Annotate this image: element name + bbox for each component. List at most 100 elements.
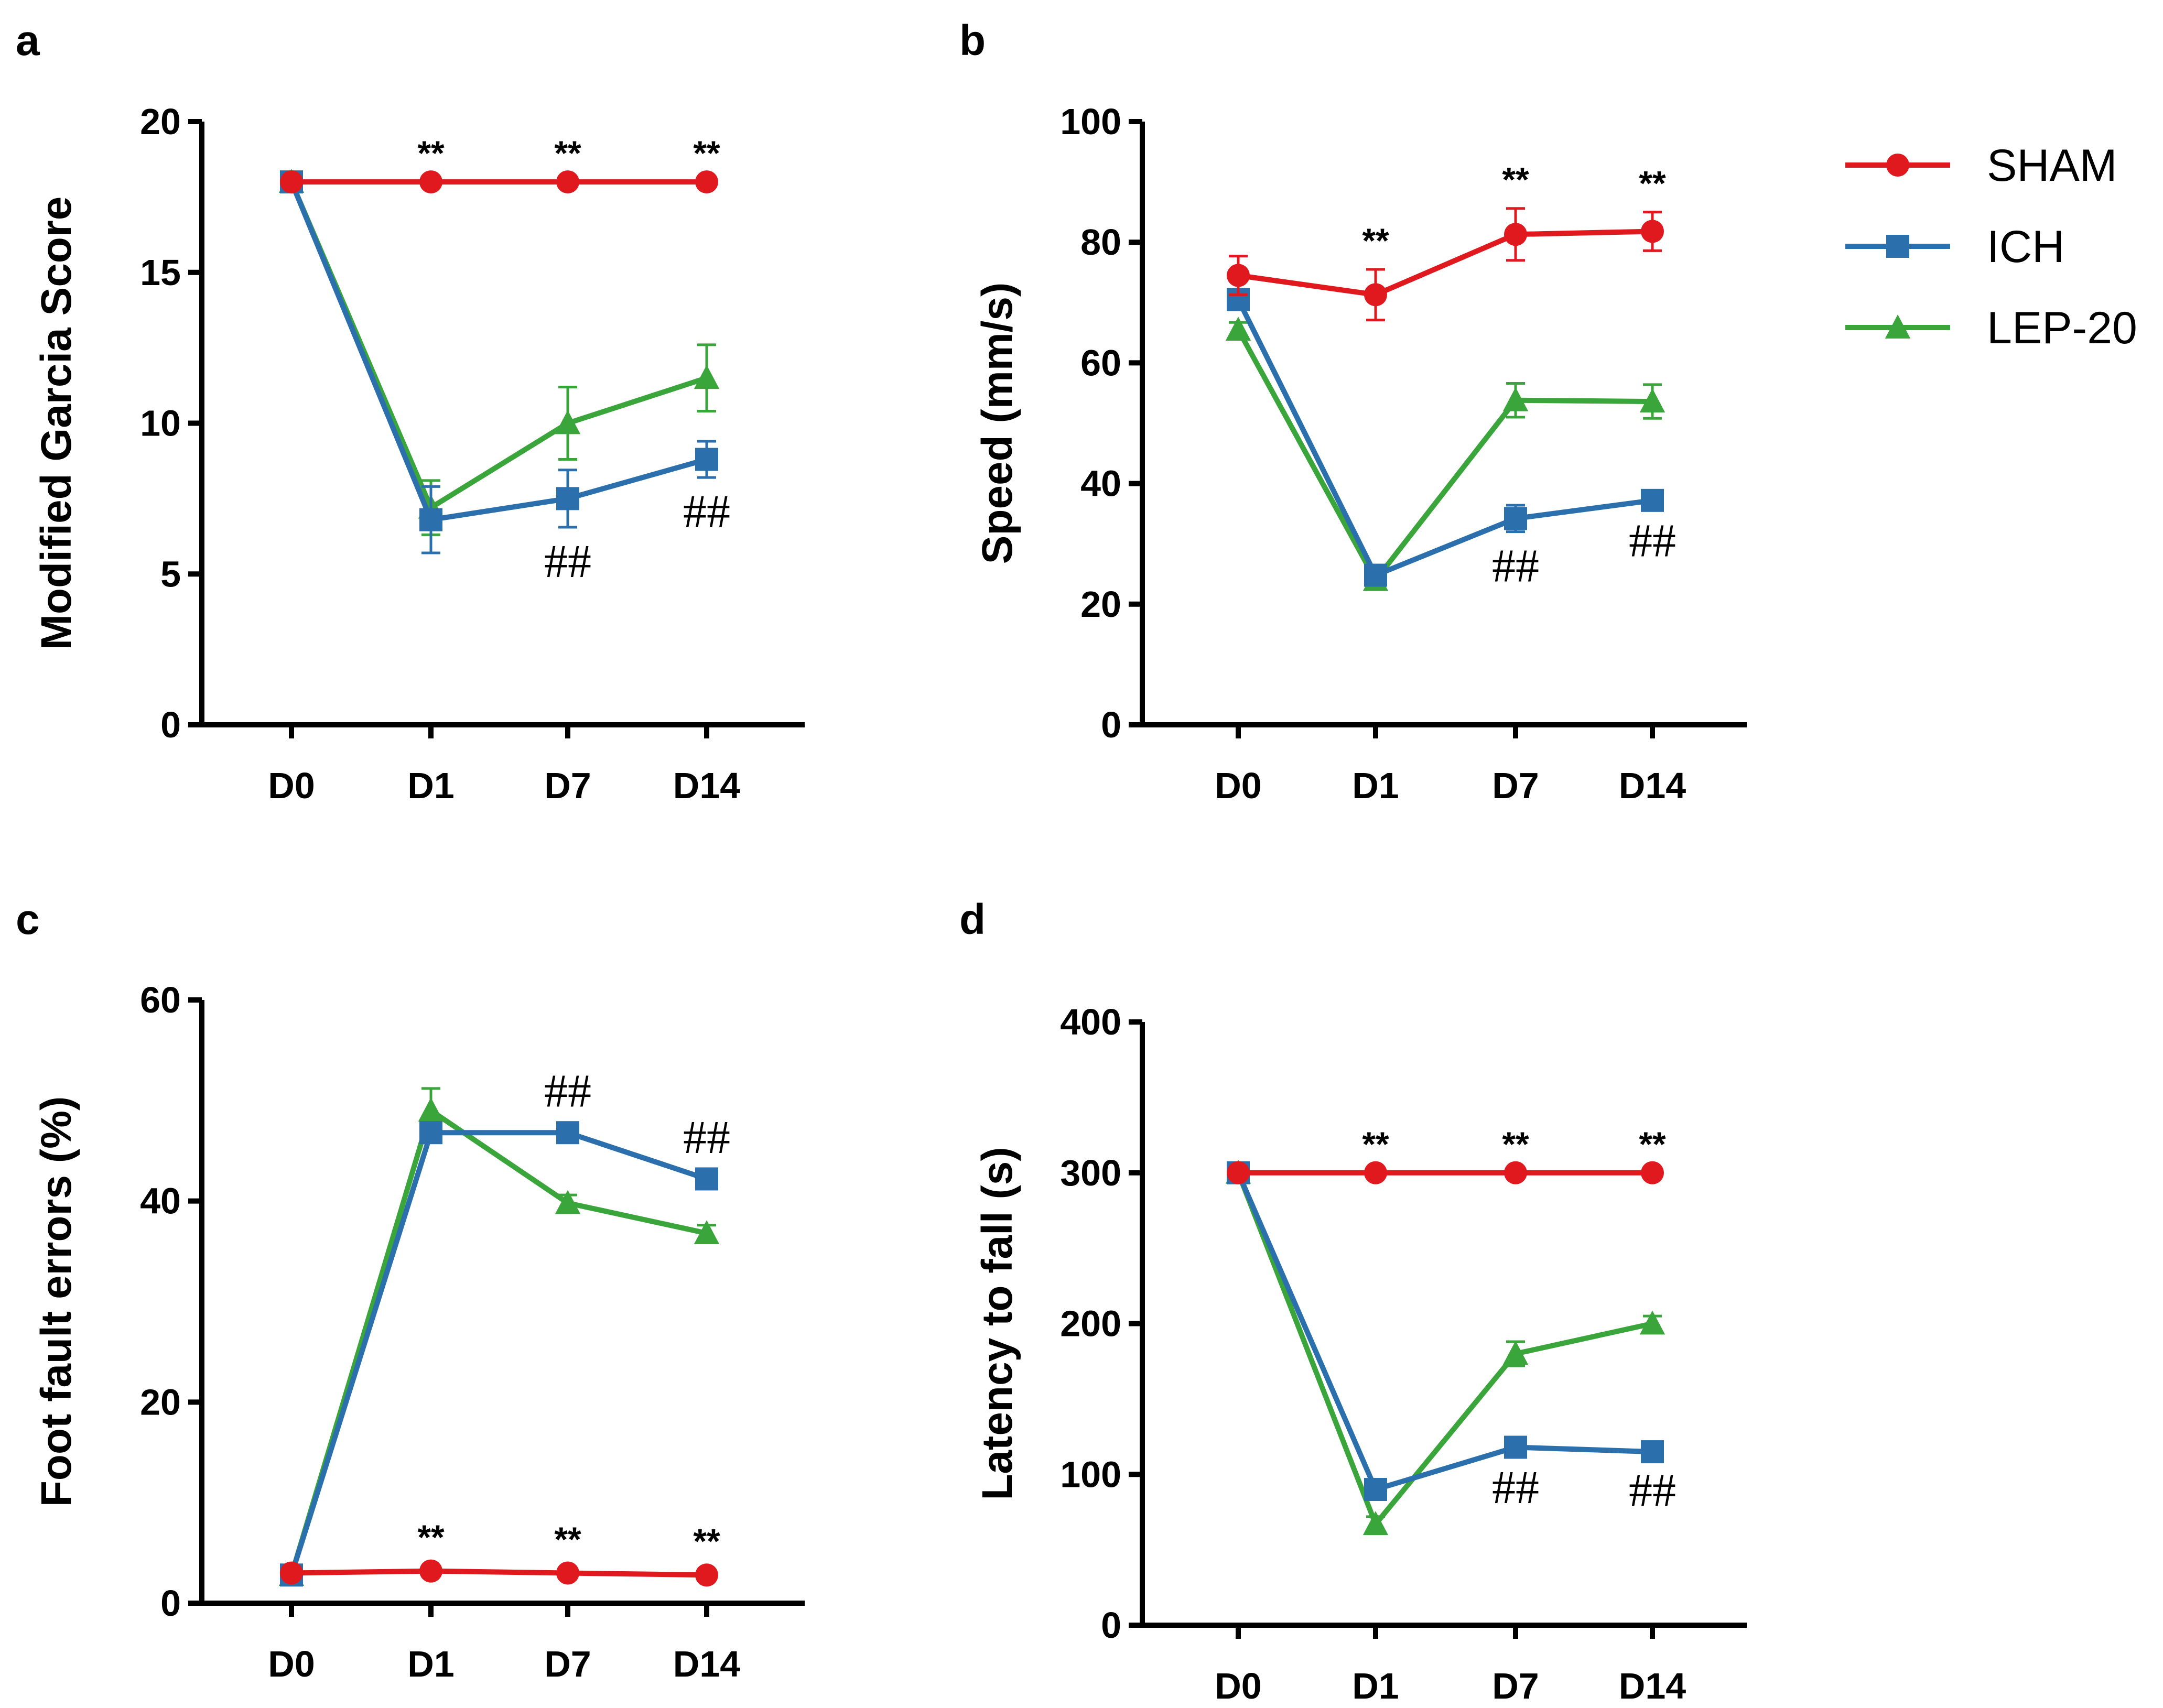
significance-hashes: ##	[1492, 1462, 1539, 1514]
data-point	[556, 487, 579, 510]
legend-item-lep-20: LEP-20	[1845, 303, 2137, 353]
legend-label: SHAM	[1987, 140, 2117, 191]
series-sham	[280, 1559, 718, 1587]
data-point	[419, 508, 442, 531]
data-point	[1641, 220, 1664, 243]
data-point	[695, 1167, 718, 1191]
x-tick-label: D14	[1619, 1666, 1686, 1706]
y-tick-label: 5	[160, 553, 181, 594]
data-point	[1364, 283, 1387, 307]
significance-stars: **	[1502, 160, 1529, 199]
x-tick-label: D14	[673, 765, 740, 806]
x-tick-label: D7	[544, 1644, 591, 1684]
y-tick-label: 0	[1101, 704, 1121, 745]
data-point	[419, 1121, 442, 1145]
data-point	[280, 170, 303, 194]
legend-marker	[1885, 314, 1911, 339]
data-point	[1362, 1511, 1389, 1536]
data-point	[695, 170, 718, 194]
panel-letter: a	[16, 17, 40, 64]
data-point	[694, 365, 720, 389]
data-point	[695, 1563, 718, 1587]
y-axis-title: Speed (mm/s)	[974, 282, 1021, 564]
data-point	[418, 1097, 444, 1122]
y-tick-label: 0	[1101, 1605, 1121, 1646]
x-tick-label: D1	[407, 765, 454, 806]
x-tick-label: D1	[1352, 1666, 1399, 1706]
x-tick-label: D14	[673, 1644, 740, 1684]
y-tick-label: 40	[1080, 463, 1121, 504]
x-tick-label: D7	[1492, 765, 1539, 806]
y-axis-title: Foot fault errors (%)	[33, 1096, 80, 1507]
y-tick-label: 80	[1080, 222, 1121, 263]
x-tick-label: D7	[544, 765, 591, 806]
y-tick-label: 200	[1060, 1303, 1121, 1344]
data-point	[1227, 1161, 1250, 1184]
data-point	[1502, 387, 1529, 411]
panel-letter: c	[16, 896, 40, 943]
significance-hashes: ##	[544, 536, 591, 588]
series-ich	[1227, 1161, 1664, 1502]
series-lep-20	[1225, 317, 1665, 591]
data-point	[1504, 507, 1527, 530]
data-point	[1504, 1435, 1527, 1459]
series-line	[1238, 229, 1653, 298]
y-tick-label: 20	[1080, 584, 1121, 625]
y-tick-label: 60	[1080, 342, 1121, 383]
data-point	[1641, 1440, 1664, 1464]
series-sham	[1227, 207, 1664, 322]
x-tick-label: D0	[1215, 1666, 1261, 1706]
data-point	[1641, 1161, 1664, 1184]
x-tick-label: D0	[268, 1644, 315, 1684]
series-lep-20	[278, 169, 720, 536]
significance-stars: **	[417, 134, 445, 172]
series-line	[291, 1568, 707, 1578]
legend-label: LEP-20	[1987, 303, 2137, 353]
data-point	[1641, 488, 1664, 512]
significance-stars: **	[693, 1522, 720, 1561]
series-line	[1236, 298, 1653, 578]
series-line	[1236, 1171, 1653, 1527]
legend-item-ich: ICH	[1845, 222, 2064, 272]
data-point	[419, 170, 442, 194]
data-point	[695, 448, 718, 471]
data-point	[555, 1190, 581, 1214]
legend-label: ICH	[1987, 222, 2064, 272]
series-lep-20	[1225, 1159, 1665, 1536]
data-point	[1364, 563, 1387, 587]
data-point	[1225, 317, 1251, 341]
y-tick-label: 300	[1060, 1152, 1121, 1193]
significance-hashes: ##	[1629, 1465, 1676, 1517]
series-line	[289, 181, 708, 510]
series-ich	[1227, 288, 1664, 587]
y-axis-title: Latency to fall (s)	[974, 1147, 1021, 1500]
significance-stars: **	[1362, 221, 1389, 260]
data-point	[694, 1220, 720, 1244]
significance-stars: **	[1639, 1125, 1666, 1163]
legend-marker	[1886, 235, 1909, 258]
y-tick-label: 20	[140, 101, 181, 142]
significance-stars: **	[417, 1518, 445, 1557]
significance-stars: **	[693, 134, 720, 172]
y-tick-label: 400	[1060, 1002, 1121, 1042]
data-point	[1504, 223, 1527, 246]
panel-a: a 0 5 10 15 20 D0 D1 D7 D14 Modified Garcia Score *…	[16, 17, 805, 806]
series-line	[289, 1108, 708, 1576]
y-tick-label: 15	[140, 252, 181, 293]
data-point	[1639, 1310, 1665, 1335]
panel-b: b 0 20 40 60 80 100 D0 D1 D7 D14 Speed (mm/s) ** ** **…	[959, 17, 1747, 806]
y-tick-label: 40	[140, 1181, 181, 1222]
data-point	[1504, 1161, 1527, 1184]
x-tick-label: D0	[268, 765, 315, 806]
panel-c: c 0 20 40 60 D0 D1 D7 D14 Foot fault errors (%) **…	[16, 896, 805, 1684]
series-ich	[280, 1121, 718, 1587]
significance-stars: **	[554, 134, 581, 172]
data-point	[1639, 388, 1665, 412]
data-point	[1364, 1478, 1387, 1502]
y-tick-label: 0	[160, 1583, 181, 1624]
data-point	[419, 1559, 442, 1583]
significance-stars: **	[1362, 1125, 1389, 1163]
y-axis-title: Modified Garcia Score	[33, 197, 80, 650]
data-point	[556, 170, 579, 194]
panel-d: d 0 100 200 300 400 D0 D1 D7 D14 Latency to fall (…	[959, 896, 1747, 1706]
